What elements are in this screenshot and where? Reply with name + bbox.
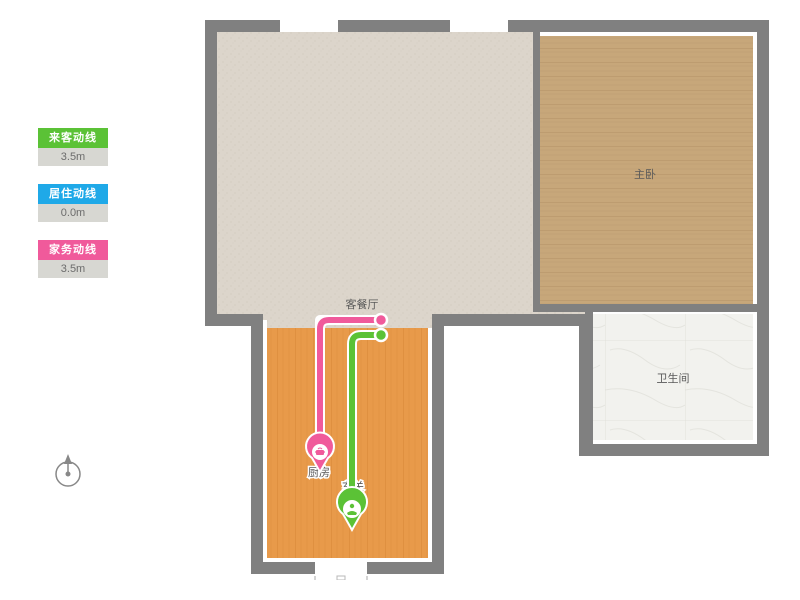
legend-panel: 来客动线 3.5m 居住动线 0.0m 家务动线 3.5m [38, 128, 108, 296]
pink-end-marker [375, 314, 387, 326]
living-area [217, 32, 585, 328]
legend-living-label: 居住动线 [38, 184, 108, 204]
door-handle-icon [337, 576, 345, 580]
bedroom-wall-bottom [533, 304, 759, 312]
door-top-1 [280, 20, 338, 32]
floorplan-diagram: 客餐厅 主卧 卫生间 厨房 玄关 [205, 20, 775, 580]
legend-item-chores: 家务动线 3.5m [38, 240, 108, 278]
green-end-marker [375, 329, 387, 341]
door-main [315, 562, 367, 576]
master-bedroom-label: 主卧 [634, 168, 656, 181]
legend-chores-value: 3.5m [38, 260, 108, 278]
living-dining-label: 客餐厅 [346, 297, 379, 311]
legend-guest-value: 3.5m [38, 148, 108, 166]
legend-item-living: 居住动线 0.0m [38, 184, 108, 222]
door-top-2 [450, 20, 508, 32]
bedroom-wall-left [533, 32, 540, 310]
legend-item-guest: 来客动线 3.5m [38, 128, 108, 166]
legend-chores-label: 家务动线 [38, 240, 108, 260]
legend-guest-label: 来客动线 [38, 128, 108, 148]
legend-living-value: 0.0m [38, 204, 108, 222]
door-swing-icon [315, 576, 367, 580]
bathroom-label: 卫生间 [657, 371, 690, 385]
compass-icon [46, 448, 90, 492]
